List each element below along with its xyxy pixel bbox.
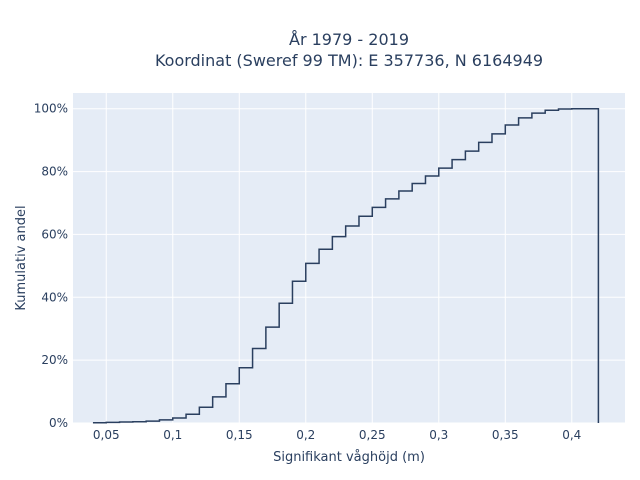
cumulative-step-line bbox=[92, 107, 600, 424]
x-tick-label: 0,25 bbox=[359, 428, 386, 442]
x-tick-label: 0,1 bbox=[163, 428, 182, 442]
y-tick-label: 20% bbox=[41, 353, 68, 367]
x-tick-label: 0,2 bbox=[296, 428, 315, 442]
x-tick-label: 0,4 bbox=[562, 428, 581, 442]
chart-title-line-1: År 1979 - 2019 bbox=[289, 30, 409, 49]
x-axis-ticks: 0,05 0,1 0,15 0,2 0,25 0,3 0,35 0,4 bbox=[93, 428, 581, 442]
y-tick-label: 100% bbox=[34, 102, 68, 116]
x-axis-title: Signifikant våghöjd (m) bbox=[273, 450, 425, 465]
x-tick-label: 0,05 bbox=[93, 428, 120, 442]
y-tick-label: 60% bbox=[41, 227, 68, 241]
y-tick-label: 80% bbox=[41, 165, 68, 179]
y-tick-label: 40% bbox=[41, 290, 68, 304]
plot-area bbox=[73, 93, 625, 423]
x-tick-label: 0,15 bbox=[226, 428, 253, 442]
x-tick-label: 0,3 bbox=[429, 428, 448, 442]
y-axis-ticks: 0% 20% 40% 60% 80% 100% bbox=[34, 102, 68, 430]
chart-title-line-2: Koordinat (Sweref 99 TM): E 357736, N 61… bbox=[155, 51, 543, 70]
series-layer bbox=[92, 107, 600, 424]
x-tick-label: 0,35 bbox=[492, 428, 519, 442]
y-tick-label: 0% bbox=[49, 416, 68, 430]
y-axis-title: Kumulativ andel bbox=[14, 205, 29, 310]
grid-lines bbox=[73, 93, 625, 424]
